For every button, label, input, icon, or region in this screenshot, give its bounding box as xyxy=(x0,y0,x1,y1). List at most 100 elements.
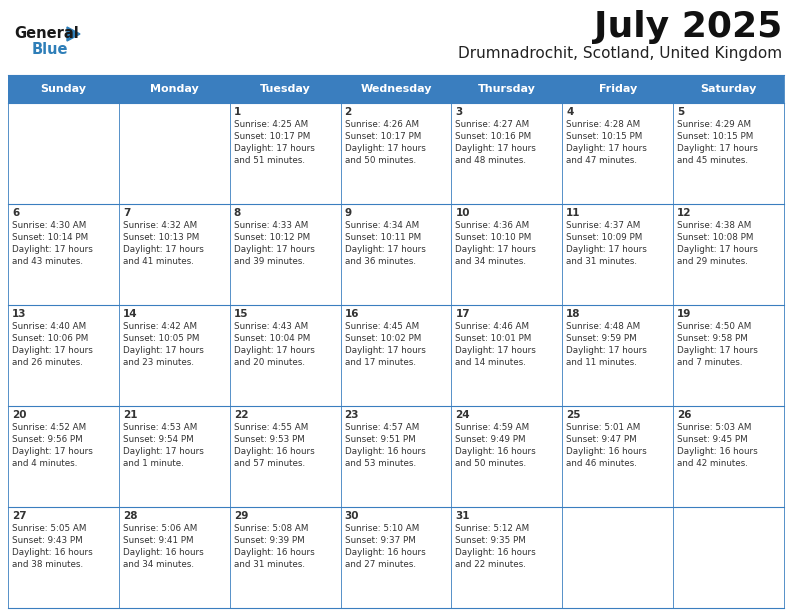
Text: 23: 23 xyxy=(345,410,359,420)
Bar xyxy=(562,204,673,305)
Bar xyxy=(119,406,230,507)
Text: Sunrise: 5:12 AM
Sunset: 9:35 PM
Daylight: 16 hours
and 22 minutes.: Sunrise: 5:12 AM Sunset: 9:35 PM Dayligh… xyxy=(455,524,536,569)
Text: 31: 31 xyxy=(455,511,470,521)
Text: Sunrise: 5:01 AM
Sunset: 9:47 PM
Daylight: 16 hours
and 46 minutes.: Sunrise: 5:01 AM Sunset: 9:47 PM Dayligh… xyxy=(566,423,647,468)
Text: Monday: Monday xyxy=(150,84,199,94)
Bar xyxy=(230,204,341,305)
Bar xyxy=(341,406,451,507)
Bar xyxy=(673,406,784,507)
Text: Thursday: Thursday xyxy=(478,84,536,94)
Text: Sunrise: 4:25 AM
Sunset: 10:17 PM
Daylight: 17 hours
and 51 minutes.: Sunrise: 4:25 AM Sunset: 10:17 PM Daylig… xyxy=(234,120,314,165)
Text: Sunrise: 4:40 AM
Sunset: 10:06 PM
Daylight: 17 hours
and 26 minutes.: Sunrise: 4:40 AM Sunset: 10:06 PM Daylig… xyxy=(12,322,93,367)
Text: Drumnadrochit, Scotland, United Kingdom: Drumnadrochit, Scotland, United Kingdom xyxy=(458,46,782,61)
Bar xyxy=(8,406,119,507)
Text: 24: 24 xyxy=(455,410,470,420)
Text: Sunrise: 4:27 AM
Sunset: 10:16 PM
Daylight: 17 hours
and 48 minutes.: Sunrise: 4:27 AM Sunset: 10:16 PM Daylig… xyxy=(455,120,536,165)
Text: Sunrise: 4:26 AM
Sunset: 10:17 PM
Daylight: 17 hours
and 50 minutes.: Sunrise: 4:26 AM Sunset: 10:17 PM Daylig… xyxy=(345,120,425,165)
Text: 5: 5 xyxy=(677,107,684,117)
Text: Tuesday: Tuesday xyxy=(260,84,310,94)
Bar xyxy=(341,305,451,406)
Bar xyxy=(119,204,230,305)
Text: Sunrise: 4:52 AM
Sunset: 9:56 PM
Daylight: 17 hours
and 4 minutes.: Sunrise: 4:52 AM Sunset: 9:56 PM Dayligh… xyxy=(12,423,93,468)
Text: 21: 21 xyxy=(123,410,137,420)
Bar xyxy=(230,507,341,608)
Text: Sunrise: 4:53 AM
Sunset: 9:54 PM
Daylight: 17 hours
and 1 minute.: Sunrise: 4:53 AM Sunset: 9:54 PM Dayligh… xyxy=(123,423,204,468)
Text: Sunrise: 4:42 AM
Sunset: 10:05 PM
Daylight: 17 hours
and 23 minutes.: Sunrise: 4:42 AM Sunset: 10:05 PM Daylig… xyxy=(123,322,204,367)
Bar xyxy=(8,103,119,204)
Text: Sunrise: 4:29 AM
Sunset: 10:15 PM
Daylight: 17 hours
and 45 minutes.: Sunrise: 4:29 AM Sunset: 10:15 PM Daylig… xyxy=(677,120,758,165)
Bar xyxy=(119,103,230,204)
Bar xyxy=(8,204,119,305)
Bar xyxy=(562,305,673,406)
Text: Sunrise: 4:34 AM
Sunset: 10:11 PM
Daylight: 17 hours
and 36 minutes.: Sunrise: 4:34 AM Sunset: 10:11 PM Daylig… xyxy=(345,221,425,266)
Text: Sunrise: 4:28 AM
Sunset: 10:15 PM
Daylight: 17 hours
and 47 minutes.: Sunrise: 4:28 AM Sunset: 10:15 PM Daylig… xyxy=(566,120,647,165)
Bar xyxy=(8,305,119,406)
Text: 18: 18 xyxy=(566,309,581,319)
Bar xyxy=(673,75,784,103)
Text: 28: 28 xyxy=(123,511,137,521)
Text: Sunrise: 5:05 AM
Sunset: 9:43 PM
Daylight: 16 hours
and 38 minutes.: Sunrise: 5:05 AM Sunset: 9:43 PM Dayligh… xyxy=(12,524,93,569)
Text: 1: 1 xyxy=(234,107,241,117)
Polygon shape xyxy=(67,27,80,41)
Text: Sunrise: 4:48 AM
Sunset: 9:59 PM
Daylight: 17 hours
and 11 minutes.: Sunrise: 4:48 AM Sunset: 9:59 PM Dayligh… xyxy=(566,322,647,367)
Bar xyxy=(562,507,673,608)
Text: Sunrise: 5:03 AM
Sunset: 9:45 PM
Daylight: 16 hours
and 42 minutes.: Sunrise: 5:03 AM Sunset: 9:45 PM Dayligh… xyxy=(677,423,758,468)
Bar xyxy=(8,507,119,608)
Bar xyxy=(451,507,562,608)
Text: Sunrise: 5:08 AM
Sunset: 9:39 PM
Daylight: 16 hours
and 31 minutes.: Sunrise: 5:08 AM Sunset: 9:39 PM Dayligh… xyxy=(234,524,314,569)
Text: 29: 29 xyxy=(234,511,248,521)
Bar xyxy=(451,103,562,204)
Bar xyxy=(673,204,784,305)
Bar xyxy=(562,406,673,507)
Bar xyxy=(230,75,341,103)
Text: Saturday: Saturday xyxy=(700,84,757,94)
Text: Sunrise: 4:57 AM
Sunset: 9:51 PM
Daylight: 16 hours
and 53 minutes.: Sunrise: 4:57 AM Sunset: 9:51 PM Dayligh… xyxy=(345,423,425,468)
Text: Sunrise: 4:59 AM
Sunset: 9:49 PM
Daylight: 16 hours
and 50 minutes.: Sunrise: 4:59 AM Sunset: 9:49 PM Dayligh… xyxy=(455,423,536,468)
Text: 3: 3 xyxy=(455,107,463,117)
Bar xyxy=(341,204,451,305)
Text: 8: 8 xyxy=(234,208,241,218)
Text: Sunrise: 4:45 AM
Sunset: 10:02 PM
Daylight: 17 hours
and 17 minutes.: Sunrise: 4:45 AM Sunset: 10:02 PM Daylig… xyxy=(345,322,425,367)
Text: 25: 25 xyxy=(566,410,581,420)
Bar xyxy=(451,204,562,305)
Bar xyxy=(341,507,451,608)
Text: 16: 16 xyxy=(345,309,359,319)
Text: July 2025: July 2025 xyxy=(594,10,782,44)
Text: Sunrise: 4:36 AM
Sunset: 10:10 PM
Daylight: 17 hours
and 34 minutes.: Sunrise: 4:36 AM Sunset: 10:10 PM Daylig… xyxy=(455,221,536,266)
Text: 12: 12 xyxy=(677,208,691,218)
Text: Sunrise: 4:55 AM
Sunset: 9:53 PM
Daylight: 16 hours
and 57 minutes.: Sunrise: 4:55 AM Sunset: 9:53 PM Dayligh… xyxy=(234,423,314,468)
Text: 6: 6 xyxy=(12,208,19,218)
Text: Sunrise: 4:43 AM
Sunset: 10:04 PM
Daylight: 17 hours
and 20 minutes.: Sunrise: 4:43 AM Sunset: 10:04 PM Daylig… xyxy=(234,322,314,367)
Bar xyxy=(562,103,673,204)
Text: Sunrise: 4:38 AM
Sunset: 10:08 PM
Daylight: 17 hours
and 29 minutes.: Sunrise: 4:38 AM Sunset: 10:08 PM Daylig… xyxy=(677,221,758,266)
Bar xyxy=(230,103,341,204)
Text: 2: 2 xyxy=(345,107,352,117)
Text: 17: 17 xyxy=(455,309,470,319)
Bar xyxy=(119,507,230,608)
Text: Sunrise: 4:37 AM
Sunset: 10:09 PM
Daylight: 17 hours
and 31 minutes.: Sunrise: 4:37 AM Sunset: 10:09 PM Daylig… xyxy=(566,221,647,266)
Text: 10: 10 xyxy=(455,208,470,218)
Text: 19: 19 xyxy=(677,309,691,319)
Bar xyxy=(673,305,784,406)
Bar xyxy=(673,103,784,204)
Bar xyxy=(230,406,341,507)
Bar xyxy=(673,507,784,608)
Text: General: General xyxy=(14,26,78,41)
Text: Sunrise: 4:33 AM
Sunset: 10:12 PM
Daylight: 17 hours
and 39 minutes.: Sunrise: 4:33 AM Sunset: 10:12 PM Daylig… xyxy=(234,221,314,266)
Text: 7: 7 xyxy=(123,208,130,218)
Text: 30: 30 xyxy=(345,511,359,521)
Bar xyxy=(341,103,451,204)
Bar xyxy=(119,305,230,406)
Text: Blue: Blue xyxy=(32,42,68,57)
Text: 22: 22 xyxy=(234,410,248,420)
Bar xyxy=(451,305,562,406)
Text: Sunrise: 4:30 AM
Sunset: 10:14 PM
Daylight: 17 hours
and 43 minutes.: Sunrise: 4:30 AM Sunset: 10:14 PM Daylig… xyxy=(12,221,93,266)
Text: 13: 13 xyxy=(12,309,26,319)
Text: Sunrise: 4:32 AM
Sunset: 10:13 PM
Daylight: 17 hours
and 41 minutes.: Sunrise: 4:32 AM Sunset: 10:13 PM Daylig… xyxy=(123,221,204,266)
Bar xyxy=(119,75,230,103)
Text: 26: 26 xyxy=(677,410,691,420)
Text: Sunrise: 5:10 AM
Sunset: 9:37 PM
Daylight: 16 hours
and 27 minutes.: Sunrise: 5:10 AM Sunset: 9:37 PM Dayligh… xyxy=(345,524,425,569)
Bar xyxy=(8,75,119,103)
Text: Friday: Friday xyxy=(599,84,637,94)
Text: Sunday: Sunday xyxy=(40,84,86,94)
